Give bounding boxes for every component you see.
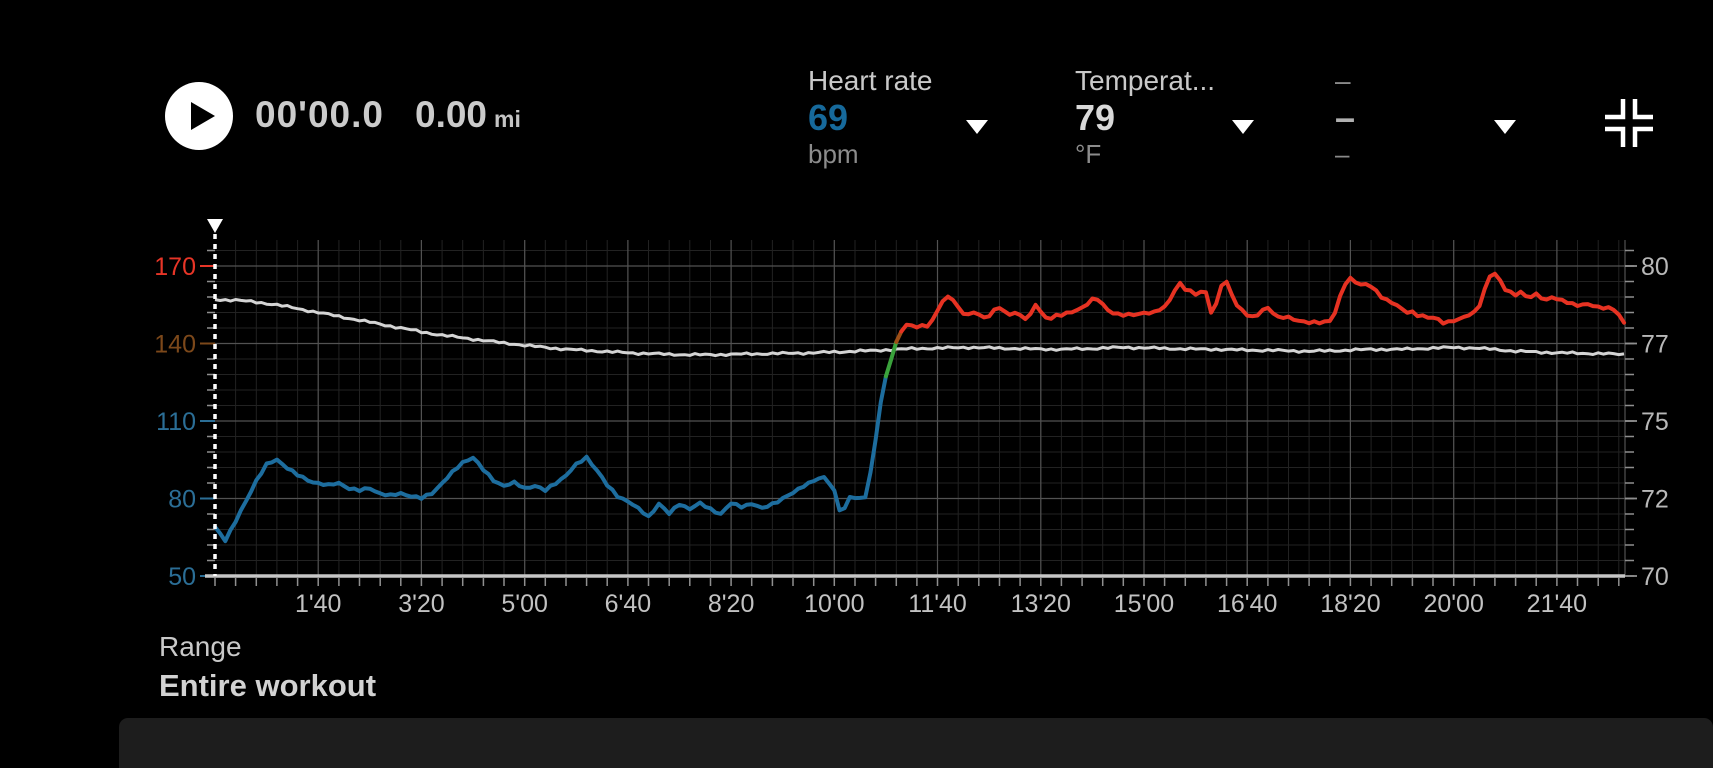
x-axis-tick-label: 3'20 bbox=[398, 590, 444, 618]
metric-empty[interactable]: – – – bbox=[1335, 64, 1585, 170]
distance: 0.00 mi bbox=[415, 94, 521, 136]
heart-rate-line bbox=[213, 374, 888, 544]
metric-unit: – bbox=[1335, 139, 1350, 169]
metric-temperature[interactable]: Temperat... 79 °F bbox=[1075, 64, 1235, 170]
x-axis-tick-label: 8'20 bbox=[708, 590, 754, 618]
play-button[interactable] bbox=[165, 82, 233, 150]
range-label: Range bbox=[159, 631, 242, 662]
x-axis-tick-label: 15'00 bbox=[1114, 590, 1174, 618]
metric-label: Heart rate bbox=[808, 65, 933, 96]
right-axis-tick-label: 72 bbox=[1641, 486, 1669, 514]
elapsed-time: 00'00.0 bbox=[255, 94, 384, 135]
metric-value: 69 bbox=[808, 97, 849, 138]
x-axis-tick-label: 10'00 bbox=[804, 590, 864, 618]
workout-chart[interactable]: 170 140 110 80 50 80 77 75 72 70 1'40 3'20 5'00 6'40 8… bbox=[0, 0, 1713, 660]
right-axis-tick-label: 80 bbox=[1641, 253, 1669, 281]
playhead-marker-icon bbox=[207, 219, 223, 233]
playhead[interactable] bbox=[207, 219, 223, 576]
heart-rate-line bbox=[899, 271, 1626, 334]
x-axis-tick-label: 18'20 bbox=[1320, 590, 1380, 618]
x-axis-tick-label: 20'00 bbox=[1423, 590, 1483, 618]
temperature-dropdown-arrow-icon[interactable] bbox=[1232, 120, 1254, 134]
metric-heart-rate[interactable]: Heart rate 69 bpm bbox=[808, 64, 1058, 170]
collapse-icon bbox=[1605, 99, 1653, 147]
heart-rate-dropdown-arrow-icon[interactable] bbox=[966, 120, 988, 134]
left-axis-tick-label: 110 bbox=[156, 408, 196, 436]
x-axis-tick-label: 16'40 bbox=[1217, 590, 1277, 618]
collapse-chart-button[interactable] bbox=[1603, 97, 1655, 149]
play-icon bbox=[191, 102, 215, 130]
metric-label: Temperat... bbox=[1075, 65, 1216, 96]
range-selector[interactable]: Range Entire workout bbox=[159, 630, 376, 706]
x-axis-tick-label: 5'00 bbox=[501, 590, 547, 618]
right-axis-tick-label: 75 bbox=[1641, 408, 1669, 436]
x-axis-tick-label: 11'40 bbox=[908, 590, 967, 618]
x-axis-tick-label: 6'40 bbox=[605, 590, 651, 618]
metric-label: – bbox=[1335, 65, 1351, 96]
metric-unit: °F bbox=[1075, 139, 1102, 169]
heart-rate-line bbox=[883, 339, 899, 379]
left-axis-tick-label: 170 bbox=[154, 253, 196, 281]
temperature-line bbox=[214, 298, 1625, 358]
x-axis-tick-label: 21'40 bbox=[1527, 590, 1587, 618]
bottom-panel bbox=[119, 718, 1713, 768]
metric-value: – bbox=[1335, 97, 1356, 138]
left-axis-tick-label: 140 bbox=[154, 331, 196, 359]
right-axis-tick-label: 77 bbox=[1641, 331, 1669, 359]
distance-value: 0.00 bbox=[415, 94, 488, 135]
left-axis-tick-label: 50 bbox=[168, 563, 196, 591]
left-axis-tick-label: 80 bbox=[168, 486, 196, 514]
metric-value: 79 bbox=[1075, 97, 1116, 138]
x-axis-tick-label: 1'40 bbox=[295, 590, 341, 618]
metric-unit: bpm bbox=[808, 139, 859, 169]
range-value: Entire workout bbox=[159, 668, 377, 703]
right-axis-tick-label: 70 bbox=[1641, 563, 1669, 591]
empty-metric-dropdown-arrow-icon[interactable] bbox=[1494, 120, 1516, 134]
distance-unit: mi bbox=[494, 106, 521, 132]
x-axis-tick-label: 13'20 bbox=[1011, 590, 1071, 618]
